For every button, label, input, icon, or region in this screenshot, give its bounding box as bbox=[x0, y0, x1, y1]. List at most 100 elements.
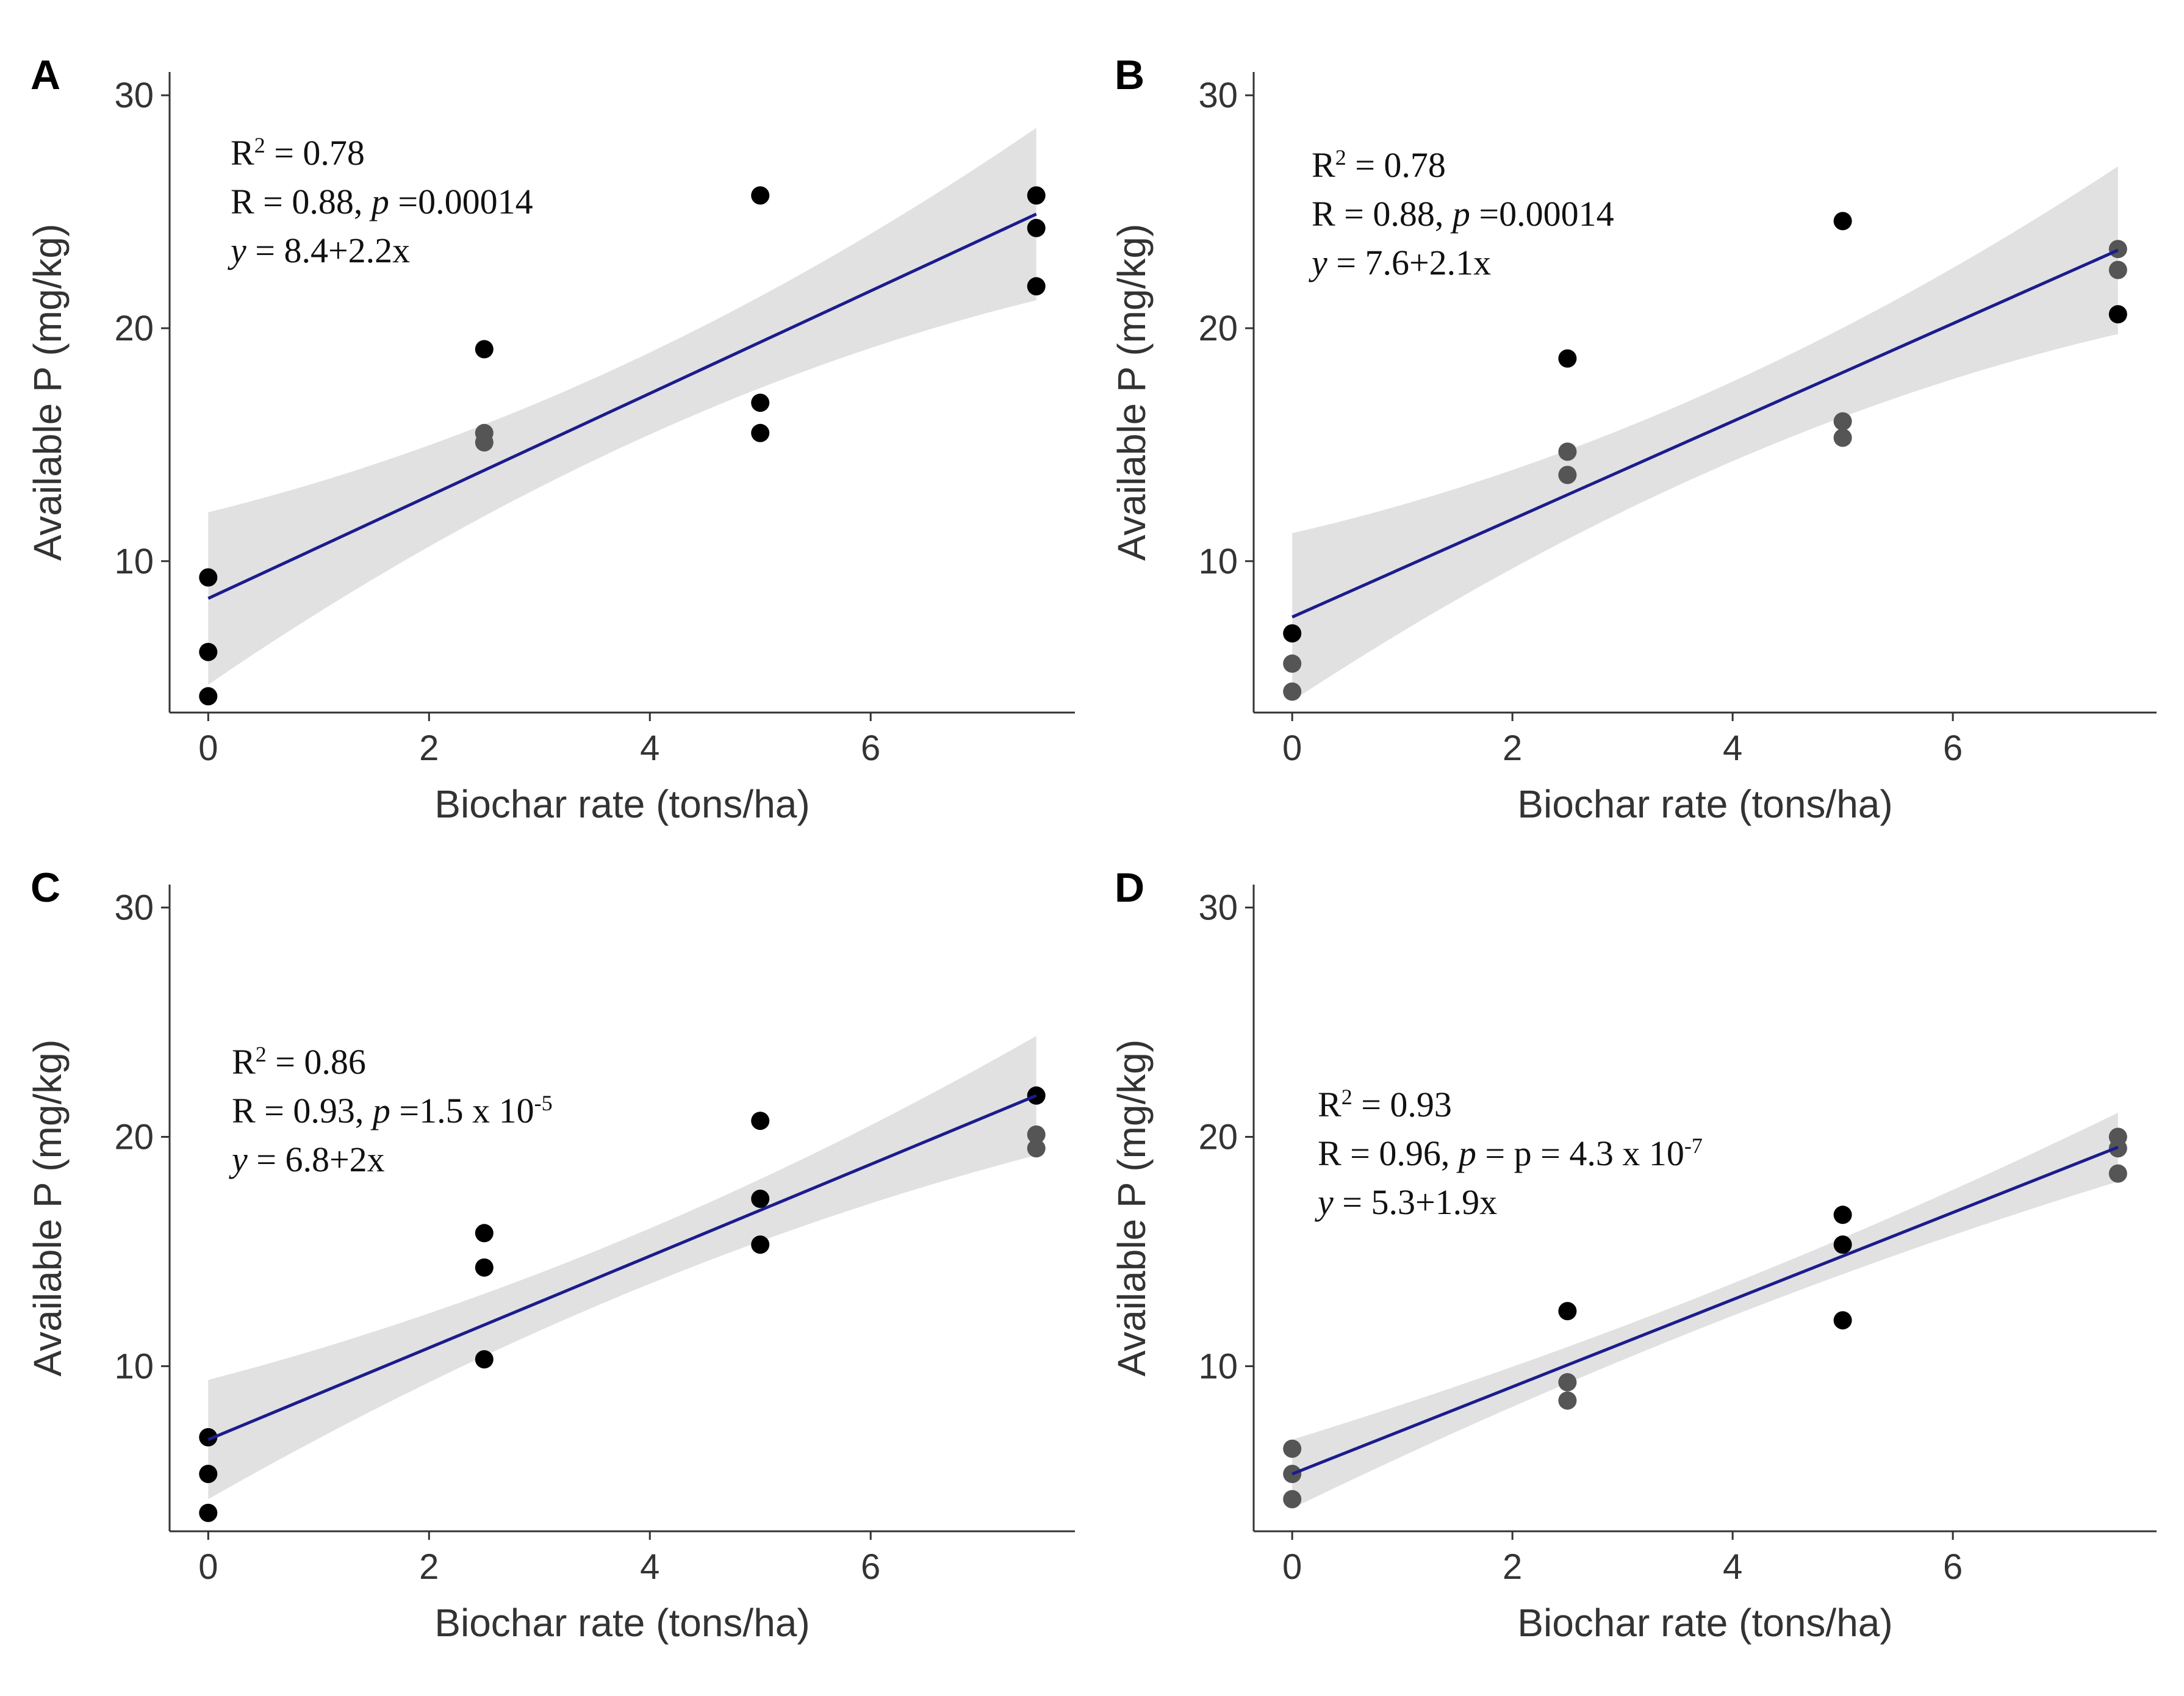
r-value: R = 0.88, bbox=[1312, 194, 1453, 234]
regression-equation: = 7.6+2.1x bbox=[1327, 243, 1491, 282]
y-tick-label: 30 bbox=[114, 888, 154, 928]
data-point bbox=[199, 642, 218, 661]
y-tick-label: 20 bbox=[114, 309, 154, 348]
x-tick-label: 6 bbox=[1943, 1547, 1963, 1587]
data-point bbox=[751, 1235, 770, 1254]
annotation-line: y = 5.3+1.9x bbox=[1315, 1182, 1497, 1222]
r-squared-label: R bbox=[1312, 145, 1335, 185]
annotation-line: R = 0.88, p =0.00014 bbox=[1312, 194, 1614, 234]
regression-equation: = 5.3+1.9x bbox=[1334, 1182, 1497, 1222]
data-point bbox=[751, 1190, 770, 1208]
panel-a: 0 2 4 6 10 20 30 Biochar rate (tons/ha) Availabl… bbox=[26, 52, 1075, 826]
equation-y-symbol: y bbox=[229, 1140, 248, 1179]
panel-letter: C bbox=[31, 864, 60, 911]
annotation-line: R2 = 0.86 bbox=[232, 1042, 366, 1082]
panel-letter: D bbox=[1115, 864, 1144, 911]
data-point bbox=[1833, 1206, 1852, 1224]
y-tick-label: 30 bbox=[1198, 888, 1238, 928]
y-axis-label: Available P (mg/kg) bbox=[1110, 1040, 1154, 1377]
x-tick-label: 2 bbox=[419, 1547, 439, 1587]
x-tick-label: 4 bbox=[1723, 728, 1742, 768]
data-point bbox=[1027, 218, 1046, 237]
data-point bbox=[475, 1258, 494, 1277]
data-point bbox=[1027, 186, 1046, 205]
data-point bbox=[1283, 1490, 1302, 1509]
data-point bbox=[475, 433, 494, 452]
y-tick-label: 30 bbox=[114, 76, 154, 115]
r-value: R = 0.93, bbox=[232, 1091, 373, 1130]
stats-annotation: R2 = 0.93 R = 0.96, p = p = 4.3 x 10-7 y =… bbox=[1315, 1085, 1703, 1222]
r-squared-label: R bbox=[231, 133, 254, 173]
data-point bbox=[1558, 1373, 1577, 1392]
p-symbol: p bbox=[1450, 194, 1470, 234]
r-squared-label: R bbox=[232, 1042, 256, 1082]
y-tick-label: 20 bbox=[114, 1117, 154, 1157]
data-point bbox=[1027, 1139, 1046, 1158]
data-point bbox=[475, 1224, 494, 1243]
data-point bbox=[1283, 682, 1302, 701]
data-point bbox=[199, 687, 218, 706]
data-point bbox=[1027, 1086, 1046, 1105]
data-point bbox=[1027, 1125, 1046, 1144]
p-symbol: p bbox=[369, 182, 389, 221]
p-symbol: p bbox=[370, 1091, 390, 1130]
panel-letter: A bbox=[31, 52, 60, 98]
data-point bbox=[199, 1503, 218, 1522]
p-value: = p = 4.3 x 10 bbox=[1476, 1134, 1684, 1173]
y-tick-label: 30 bbox=[1198, 76, 1238, 115]
p-exponent: -7 bbox=[1684, 1134, 1703, 1158]
stats-annotation: R2 = 0.86 R = 0.93, p =1.5 x 10-5 y = 6.8+… bbox=[229, 1042, 553, 1179]
x-tick-label: 0 bbox=[198, 1547, 218, 1587]
annotation-line: R = 0.93, p =1.5 x 10-5 bbox=[232, 1091, 553, 1130]
r-squared-superscript: 2 bbox=[1335, 145, 1346, 170]
p-value: =0.00014 bbox=[1470, 194, 1614, 234]
r-squared-superscript: 2 bbox=[1342, 1085, 1352, 1109]
x-tick-label: 6 bbox=[861, 1547, 880, 1587]
r-squared-value: = 0.78 bbox=[1346, 145, 1446, 185]
data-point bbox=[2108, 261, 2127, 279]
r-squared-value: = 0.93 bbox=[1352, 1085, 1452, 1124]
x-tick-label: 0 bbox=[1282, 1547, 1302, 1587]
x-tick-label: 2 bbox=[419, 728, 439, 768]
annotation-line: y = 6.8+2x bbox=[229, 1140, 385, 1179]
data-point bbox=[2108, 240, 2127, 259]
data-point bbox=[1558, 442, 1577, 461]
data-point bbox=[751, 1112, 770, 1130]
data-point bbox=[1558, 349, 1577, 368]
y-tick-label: 20 bbox=[1198, 309, 1238, 348]
x-tick-label: 4 bbox=[640, 1547, 659, 1587]
annotation-line: R2 = 0.93 bbox=[1318, 1085, 1452, 1124]
r-squared-superscript: 2 bbox=[256, 1042, 267, 1066]
x-axis-label: Biochar rate (tons/ha) bbox=[1517, 1601, 1892, 1645]
equation-y-symbol: y bbox=[1309, 243, 1327, 282]
x-tick-label: 4 bbox=[640, 728, 659, 768]
data-point bbox=[1283, 1439, 1302, 1458]
y-tick-label: 10 bbox=[114, 542, 154, 581]
r-value: R = 0.96, bbox=[1318, 1134, 1459, 1173]
data-point bbox=[1283, 654, 1302, 673]
regression-line bbox=[1291, 1146, 2119, 1476]
data-point bbox=[1833, 1235, 1852, 1254]
data-point bbox=[199, 568, 218, 587]
y-axis-label: Available P (mg/kg) bbox=[26, 1040, 70, 1377]
p-value: =0.00014 bbox=[389, 182, 533, 221]
regression-equation: = 8.4+2.2x bbox=[246, 231, 410, 270]
annotation-line: R = 0.88, p =0.00014 bbox=[231, 182, 533, 221]
data-point bbox=[751, 423, 770, 442]
x-tick-label: 4 bbox=[1723, 1547, 1742, 1587]
y-tick-label: 20 bbox=[1198, 1117, 1238, 1157]
r-squared-label: R bbox=[1318, 1085, 1342, 1124]
data-point bbox=[1027, 277, 1046, 296]
p-value: =1.5 x 10 bbox=[390, 1091, 534, 1130]
p-exponent: -5 bbox=[534, 1091, 553, 1115]
annotation-line: R2 = 0.78 bbox=[231, 133, 365, 173]
data-point bbox=[199, 1428, 218, 1446]
data-point bbox=[1833, 412, 1852, 431]
data-point bbox=[475, 1350, 494, 1369]
x-tick-label: 0 bbox=[198, 728, 218, 768]
r-squared-value: = 0.78 bbox=[265, 133, 365, 173]
panel-d: 0 2 4 6 10 20 30 Biochar rate (tons/ha) Availabl… bbox=[1110, 864, 2157, 1645]
y-tick-label: 10 bbox=[114, 1346, 154, 1386]
annotation-line: y = 7.6+2.1x bbox=[1309, 243, 1491, 282]
equation-y-symbol: y bbox=[1315, 1182, 1334, 1222]
